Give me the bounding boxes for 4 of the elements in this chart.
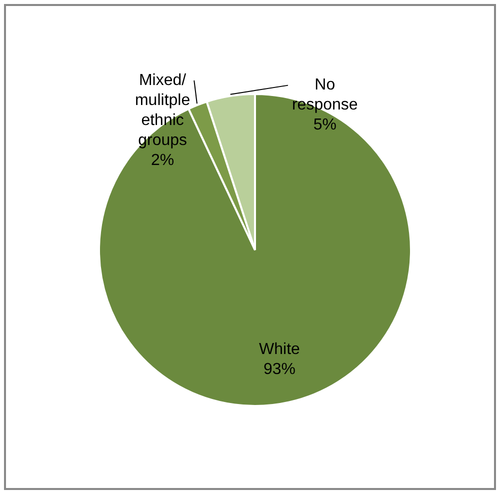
slice-label: White [259,341,300,358]
data-label: 93% [263,361,296,378]
data-label: 5% [313,116,336,134]
data-label: 2% [150,152,174,169]
